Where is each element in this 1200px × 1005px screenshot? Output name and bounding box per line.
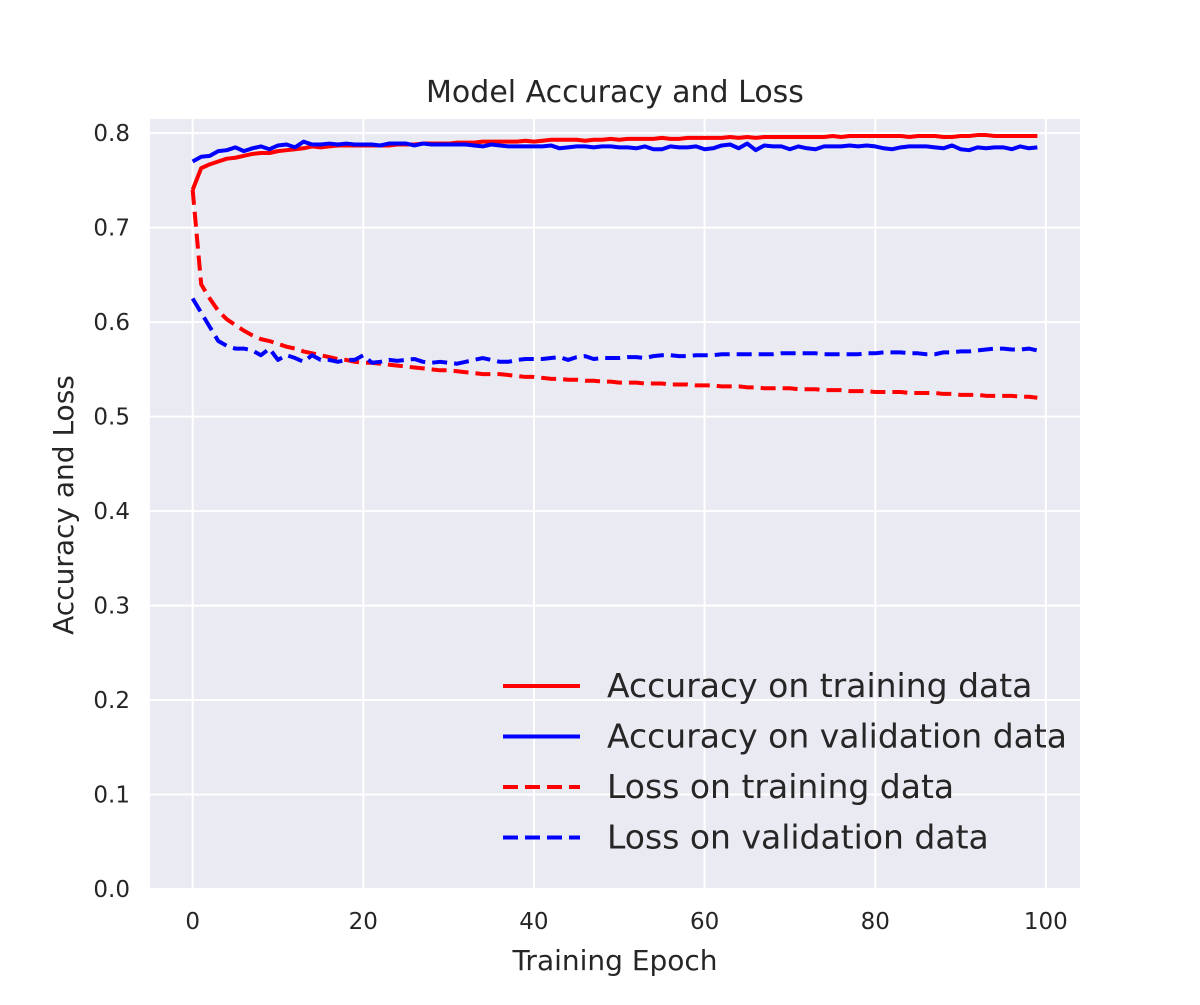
legend-label-3: Loss on validation data — [607, 818, 989, 857]
x-tick-label: 100 — [1024, 909, 1068, 935]
y-axis-label: Accuracy and Loss — [47, 375, 80, 635]
legend-label-2: Loss on training data — [607, 767, 954, 806]
legend-label-0: Accuracy on training data — [607, 666, 1032, 705]
y-tick-label: 0.5 — [93, 405, 130, 431]
y-tick-label: 0.4 — [93, 499, 130, 525]
y-tick-label: 0.1 — [93, 783, 130, 809]
series-lines — [190, 133, 1038, 400]
x-tick-label: 60 — [690, 909, 719, 935]
y-tick-label: 0.2 — [93, 688, 130, 714]
series-line-2 — [190, 189, 1038, 400]
x-tick-label: 0 — [185, 909, 200, 935]
chart-title: Model Accuracy and Loss — [426, 75, 804, 110]
plot-area — [150, 119, 1080, 889]
x-tick-label: 80 — [861, 909, 890, 935]
x-tick-label: 40 — [519, 909, 548, 935]
legend: Accuracy on training data Accuracy on val… — [503, 666, 1067, 857]
y-tick-label: 0.3 — [93, 594, 130, 620]
tick-labels: 0 20 40 60 80 100 0.0 0.1 0.2 0.3 0.4 0.5 0.6 0.7 0.8 — [93, 121, 1067, 935]
y-tick-label: 0.6 — [93, 310, 130, 336]
x-axis-label: Training Epoch — [511, 944, 717, 977]
legend-label-1: Accuracy on validation data — [607, 717, 1067, 756]
y-tick-label: 0.7 — [93, 216, 130, 242]
y-tick-label: 0.8 — [93, 121, 130, 147]
x-tick-label: 20 — [349, 909, 378, 935]
series-line-3 — [190, 297, 1038, 366]
y-tick-label: 0.0 — [93, 877, 130, 903]
grid — [150, 119, 1080, 890]
series-line-1 — [191, 139, 1038, 164]
